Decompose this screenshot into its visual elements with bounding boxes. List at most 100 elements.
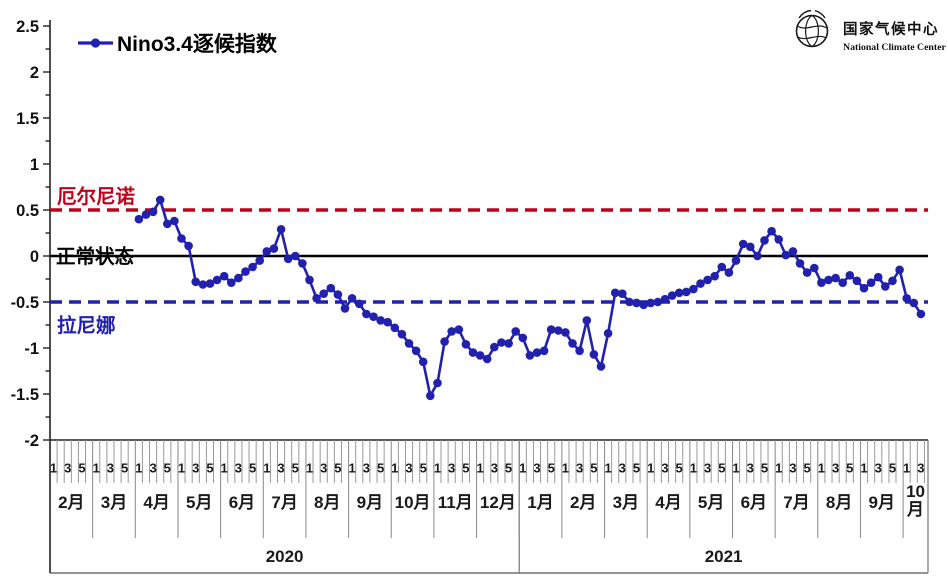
data-point (241, 267, 250, 276)
data-point (461, 340, 471, 349)
data-point (482, 354, 492, 364)
month-label: 8月 (314, 493, 340, 512)
pentad-label: 3 (363, 461, 370, 476)
pentad-label: 3 (832, 461, 839, 476)
data-point (603, 329, 613, 338)
data-point (831, 273, 840, 283)
data-point (760, 236, 769, 245)
data-point (895, 265, 904, 275)
data-point (525, 351, 535, 360)
data-point (511, 327, 520, 336)
month-label: 4月 (143, 493, 169, 512)
pentad-label: 5 (548, 461, 555, 476)
data-point (738, 239, 748, 249)
month-label: 9月 (357, 493, 383, 512)
data-point (660, 294, 670, 304)
data-point (198, 280, 208, 289)
data-point (184, 241, 193, 251)
data-point (255, 256, 264, 265)
data-point (838, 278, 847, 288)
data-point (205, 279, 215, 288)
data-point (418, 357, 428, 367)
data-point (824, 275, 833, 285)
pentad-label: 3 (491, 461, 498, 476)
pentad-label: 5 (206, 461, 213, 476)
data-point (340, 304, 350, 313)
data-point (276, 225, 286, 234)
pentad-label: 5 (292, 461, 299, 476)
data-point (163, 219, 172, 229)
pentad-label: 1 (391, 461, 398, 476)
data-point (802, 268, 812, 277)
ncc-logo-name-cn: 国家气候中心 (843, 20, 939, 38)
data-point (689, 284, 698, 294)
data-point (170, 216, 179, 226)
pentad-label: 3 (875, 461, 882, 476)
data-point (710, 271, 719, 281)
legend-label: Nino3.4逐候指数 (117, 33, 278, 56)
data-point (440, 337, 449, 346)
pentad-label: 5 (420, 461, 427, 476)
pentad-label: 5 (718, 461, 725, 476)
data-point (248, 262, 257, 272)
data-point (845, 271, 855, 280)
month-label: 5月 (186, 493, 212, 512)
nino34-index-line (138, 198, 922, 398)
data-point (227, 278, 236, 288)
data-point (397, 329, 407, 339)
pentad-label: 5 (676, 461, 683, 476)
pentad-label: 1 (732, 461, 739, 476)
pentad-label: 3 (107, 461, 114, 476)
nino-series (134, 195, 926, 401)
data-point (347, 294, 357, 303)
data-point (810, 263, 819, 273)
data-point (561, 328, 570, 337)
data-point (390, 323, 400, 333)
data-point (881, 282, 890, 291)
pentad-label: 5 (761, 461, 768, 476)
data-point (582, 316, 592, 325)
data-point (909, 298, 919, 308)
pentad-label: 5 (377, 461, 384, 476)
pentad-label: 3 (661, 461, 668, 476)
data-point (618, 289, 627, 299)
y-tick-label: -1.5 (11, 386, 39, 404)
la-nina-label: 拉尼娜 (57, 314, 116, 337)
data-point (589, 350, 599, 359)
data-point (554, 326, 563, 335)
pentad-label: 1 (93, 461, 100, 476)
pentad-label: 1 (135, 461, 142, 476)
data-point (376, 316, 385, 325)
month-label: 9月 (869, 493, 895, 512)
pentad-label: 3 (747, 461, 754, 476)
data-point (319, 289, 329, 299)
month-label: 7月 (271, 493, 297, 512)
data-point (546, 325, 556, 334)
month-label: 4月 (655, 493, 681, 512)
pentad-label: 5 (804, 461, 811, 476)
month-label: 10月 (395, 493, 431, 512)
data-point (703, 275, 712, 285)
data-point (155, 195, 165, 205)
month-label: 12月 (480, 493, 516, 512)
legend-dot-marker-icon (90, 38, 101, 48)
y-tick-label: -2 (24, 432, 39, 450)
pentad-label: 1 (647, 461, 654, 476)
data-point (177, 234, 186, 243)
data-point (610, 288, 620, 298)
pentad-label: 1 (903, 461, 910, 476)
data-point (774, 235, 783, 244)
month-label: 6月 (229, 493, 255, 512)
pentad-label: 3 (235, 461, 242, 476)
pentad-label: 1 (476, 461, 483, 476)
pentad-label: 3 (405, 461, 412, 476)
pentad-label: 5 (889, 461, 896, 476)
pentad-label: 3 (192, 461, 199, 476)
reference-labels: 厄尔尼诺 正常状态 拉尼娜 (56, 185, 136, 337)
data-point (539, 346, 549, 356)
pentad-label: 3 (64, 461, 71, 476)
data-point (333, 290, 343, 299)
